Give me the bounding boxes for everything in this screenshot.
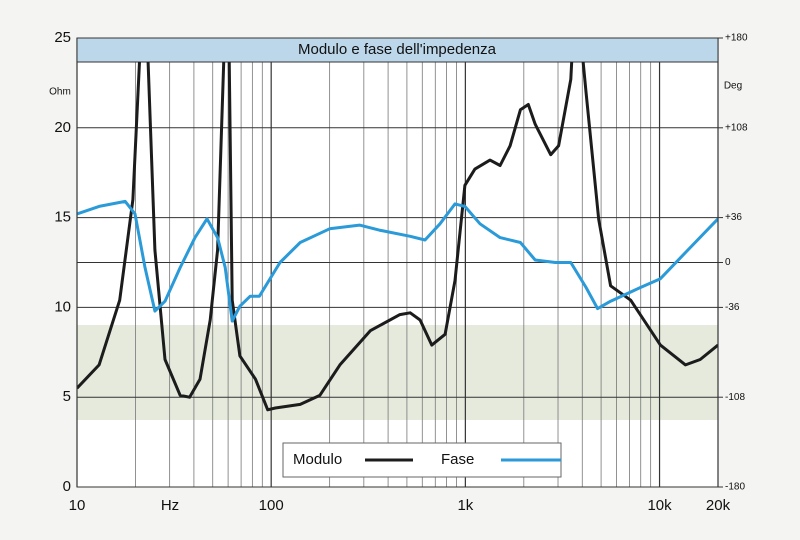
series-line	[77, 199, 718, 323]
y-tick-label: 25	[54, 29, 71, 46]
legend-items: Modulo Fase	[293, 451, 561, 468]
legend-label: Modulo	[293, 451, 342, 468]
x-tick-label: 1k	[457, 497, 473, 514]
x-tick-label: 100	[259, 497, 284, 514]
x-tick-label: 20k	[706, 497, 731, 514]
y-tick-label: 20	[54, 119, 71, 136]
y2-tick-label: 0	[725, 257, 731, 268]
y2-tick-label: +36	[725, 212, 742, 223]
y-tick-label: 5	[63, 388, 71, 405]
shaded-band	[77, 325, 718, 420]
chart-title: Modulo e fase dell'impedenza	[298, 41, 497, 58]
x-tick-label: 10k	[647, 497, 672, 514]
series-line	[77, 62, 718, 412]
legend-label: Fase	[441, 451, 474, 468]
y-tick-label: 10	[54, 298, 71, 315]
x-axis-label: Hz	[161, 497, 179, 514]
x-tick-label: 10	[69, 497, 86, 514]
y-axis-label: Ohm	[49, 87, 71, 98]
y-tick-label: 0	[63, 478, 71, 495]
y2-tick-label: -36	[725, 302, 740, 313]
plot-border	[76, 37, 719, 488]
y-tick-label: 15	[54, 209, 71, 226]
y2-tick-label: +108	[725, 122, 748, 133]
y2-tick-label: +180	[725, 33, 748, 44]
y2-axis-label: Deg	[724, 81, 742, 92]
y2-tick-label: -108	[725, 392, 745, 403]
curves	[77, 62, 718, 412]
y2-tick-label: -180	[725, 482, 745, 493]
